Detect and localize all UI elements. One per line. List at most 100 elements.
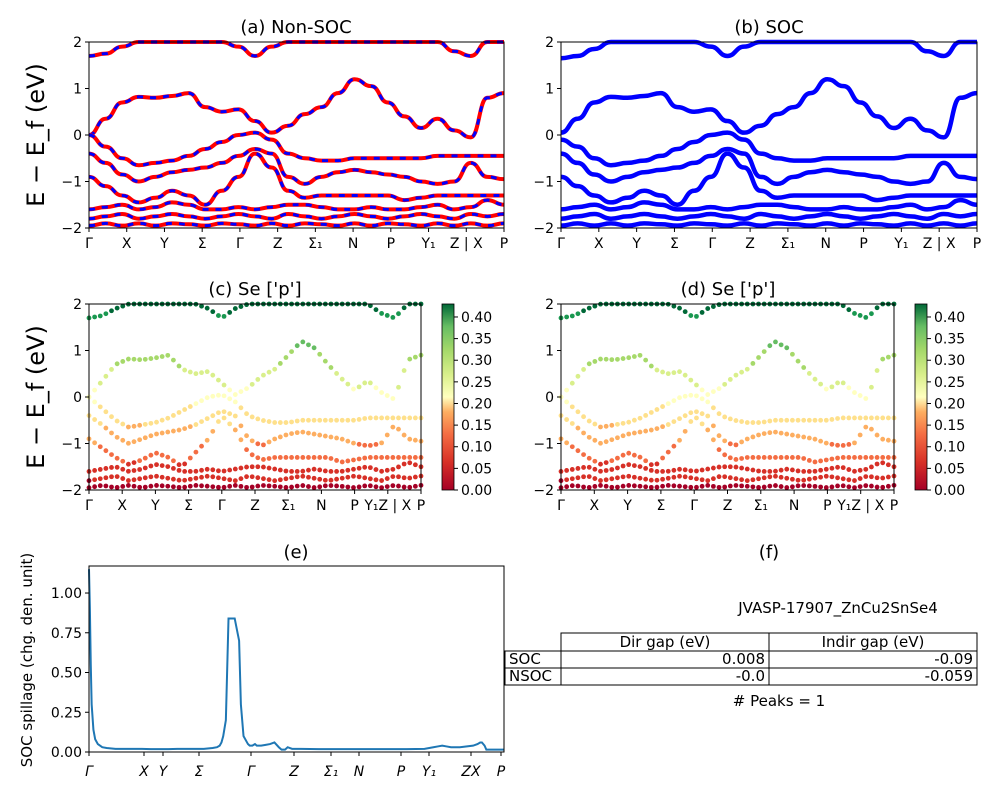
panel-c-scatter-point bbox=[249, 452, 255, 458]
panel-d-scatter-point bbox=[795, 468, 801, 474]
panel-c-scatter-point bbox=[120, 437, 126, 443]
panel-d-scatter-point bbox=[705, 413, 711, 419]
panel-d-scatter-point bbox=[564, 314, 570, 320]
panel-b-xtick-label: N bbox=[820, 236, 830, 252]
panel-d-xtick-label: Σ₁ bbox=[754, 498, 768, 514]
panel-d-scatter-point bbox=[790, 484, 795, 490]
panel-c-scatter-point bbox=[407, 436, 413, 442]
panel-c-scatter-point bbox=[210, 372, 216, 378]
panel-d-scatter-point bbox=[790, 432, 795, 438]
panel-d-scatter-point bbox=[869, 474, 874, 480]
panel-d-scatter-point bbox=[660, 424, 665, 430]
panel-d-scatter-point bbox=[609, 467, 615, 472]
panel-d-scatter-point bbox=[823, 440, 829, 446]
panel-d-scatter-point bbox=[733, 476, 739, 482]
panel-c-scatter-point bbox=[401, 368, 407, 373]
panel-c-scatter-point bbox=[317, 432, 323, 438]
panel-c-scatter-point bbox=[249, 438, 255, 444]
panel-d-scatter-point bbox=[660, 476, 665, 482]
panel-c-scatter-point bbox=[322, 358, 328, 364]
table-header-indir: Indir gap (eV) bbox=[822, 633, 925, 651]
panel-c-scatter-point bbox=[272, 466, 278, 472]
panel-c-scatter-point bbox=[232, 392, 238, 397]
panel-c-scatter-point bbox=[109, 465, 114, 470]
panel-c-scatter-point bbox=[137, 458, 143, 464]
panel-c-scatter-point bbox=[272, 478, 278, 484]
panel-d-scatter-point bbox=[727, 377, 733, 382]
band-line bbox=[560, 221, 978, 228]
panel-c-scatter-point bbox=[142, 475, 148, 481]
panel-c-xtick-label: X bbox=[117, 498, 127, 514]
panel-c-scatter-point bbox=[351, 417, 356, 423]
panel-d-scatter-point bbox=[863, 415, 869, 421]
panel-c-scatter-point bbox=[238, 465, 244, 471]
panel-c-scatter-point bbox=[294, 430, 300, 436]
panel-d-scatter-point bbox=[592, 458, 598, 464]
panel-d-scatter-point bbox=[705, 399, 711, 405]
panel-d-scatter-point bbox=[620, 463, 626, 469]
panel-c-scatter-point bbox=[351, 440, 356, 446]
panel-d-scatter-point bbox=[665, 482, 671, 488]
panel-e-frame bbox=[88, 565, 505, 753]
panel-c-scatter-point bbox=[328, 477, 334, 483]
panel-d-scatter-point bbox=[569, 313, 575, 319]
panel-d-scatter-point bbox=[812, 483, 818, 489]
panel-c-scatter-point bbox=[232, 399, 238, 405]
panel-c-scatter-point bbox=[345, 381, 351, 387]
panel-c-scatter-point bbox=[92, 484, 98, 490]
panel-c-scatter-point bbox=[232, 306, 238, 311]
panel-d-scatter-point bbox=[620, 483, 626, 489]
panel-d-scatter-point bbox=[716, 484, 722, 490]
panel-c-cbar-label: 0.35 bbox=[461, 332, 492, 348]
panel-d-scatter-point bbox=[756, 432, 761, 438]
panel-d-scatter-point bbox=[739, 465, 745, 471]
panel-d-scatter-point bbox=[739, 483, 745, 489]
panel-c-scatter-point bbox=[109, 308, 114, 314]
panel-d-scatter-point bbox=[564, 417, 570, 422]
panel-d-scatter-point bbox=[586, 484, 592, 490]
band-line-red bbox=[88, 130, 504, 168]
band-line-blue bbox=[88, 198, 505, 211]
panel-d-scatter-point bbox=[869, 483, 874, 489]
panel-d-scatter-point bbox=[677, 416, 682, 422]
panel-d-scatter-point bbox=[733, 457, 739, 462]
panel-d-xtick-label: X bbox=[590, 498, 600, 514]
panel-c-scatter-point bbox=[317, 484, 323, 490]
panel-d-scatter-point bbox=[727, 475, 733, 481]
panel-d-cbar-label: 0.15 bbox=[934, 418, 965, 434]
panel-c-scatter-point bbox=[412, 437, 418, 443]
panel-d-scatter-point bbox=[654, 426, 660, 432]
panel-d-scatter-point bbox=[750, 420, 756, 425]
panel-d-scatter-point bbox=[598, 356, 603, 362]
panel-c-scatter-point bbox=[249, 464, 255, 470]
panel-a-xtick-label: Z | X bbox=[450, 236, 483, 252]
peaks-count: # Peaks = 1 bbox=[733, 692, 825, 710]
band-line-blue bbox=[88, 77, 505, 139]
panel-d-scatter-point bbox=[784, 455, 790, 460]
panel-c-scatter-point bbox=[345, 474, 351, 480]
panel-d-scatter-point bbox=[603, 468, 609, 473]
panel-c-scatter-point bbox=[367, 465, 373, 471]
panel-d-yticks: 2 1 0 −1 −2 bbox=[533, 297, 561, 499]
panel-b-title: (b) SOC bbox=[734, 17, 803, 38]
panel-c-scatter-point bbox=[204, 305, 210, 311]
panel-c-scatter-point bbox=[351, 457, 356, 463]
panel-d-scatter-point bbox=[874, 415, 880, 421]
panel-c-ylabel: E − E_f (eV) bbox=[22, 325, 50, 469]
panel-c-scatter-point bbox=[232, 427, 238, 433]
band-line-red bbox=[88, 151, 504, 207]
panel-c-scatter-point bbox=[255, 464, 261, 470]
panel-d-scatter-point bbox=[739, 369, 745, 375]
panel-c-scatter-point bbox=[210, 309, 216, 315]
panel-c-scatter-point bbox=[154, 419, 159, 425]
panel-d-scatter-point bbox=[710, 389, 716, 395]
panel-c-scatter-point bbox=[272, 436, 278, 442]
panel-c-scatter-point bbox=[148, 433, 154, 439]
panel-d-scatter-point bbox=[778, 430, 784, 436]
panel-c-scatter-point bbox=[261, 442, 266, 448]
panel-c-scatter-point bbox=[187, 455, 193, 461]
panel-b-xtick-label: Z bbox=[745, 236, 755, 252]
panel-a-ytick-label: −1 bbox=[61, 175, 82, 191]
panel-c-scatter-point bbox=[216, 410, 221, 416]
panel-d-ytick-label: −2 bbox=[533, 483, 554, 499]
